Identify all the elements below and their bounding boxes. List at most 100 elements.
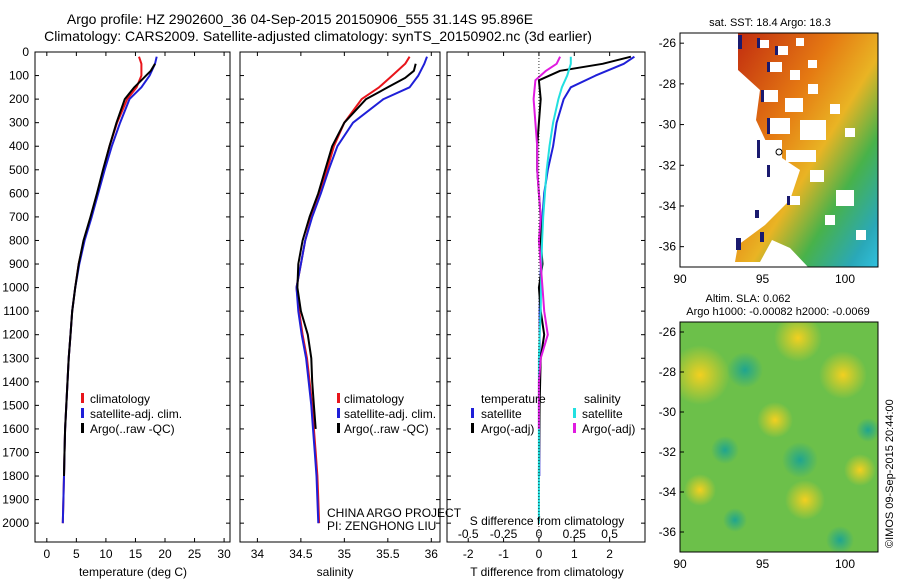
salinity-panel-frame — [239, 51, 441, 543]
s-diff-tick-label: 0.5 — [601, 527, 618, 541]
depth-tick-label: 700 — [9, 210, 29, 224]
sla-map-subtitle: Argo h1000: -0.00082 h2000: -0.0069 — [686, 306, 869, 318]
x-tick-label: 15 — [129, 547, 143, 561]
legend-label-satellite: satellite-adj. clim. — [90, 407, 182, 421]
legend-label-satellite: satellite-adj. clim. — [344, 407, 436, 421]
legend-swatch-temp-satellite — [471, 408, 474, 418]
legend-swatch-sal-satellite — [573, 408, 576, 418]
depth-tick-label: 800 — [9, 233, 29, 247]
map-y-tick-label: -32 — [659, 158, 677, 172]
argo-position-marker — [775, 148, 783, 156]
map-y-tick-label: -30 — [659, 405, 677, 419]
figure-title-line2: Climatology: CARS2009. Satellite-adjuste… — [44, 28, 592, 44]
depth-tick-label: 1200 — [2, 328, 29, 342]
legend-swatch-climatology — [81, 393, 84, 403]
legend-label-sal-satellite: satellite — [582, 407, 623, 421]
s-diff-tick-label: 0 — [536, 527, 543, 541]
x-tick-label: -2 — [463, 547, 474, 561]
x-tick-label: 10 — [99, 547, 113, 561]
salinity-profile-lines — [295, 56, 428, 524]
s-diff-tick-label: -0.25 — [490, 527, 518, 541]
map-y-tick-label: -32 — [659, 445, 677, 459]
x-axis-ticks: 0 5 10 15 20 25 30 34 34.5 35 35.5 36 -2 -1 0 1 2 -0.5 -0.… — [43, 52, 618, 561]
imos-credit: ©IMOS 09-Sep-2015 20:44:00 — [884, 399, 896, 548]
legend-label-temp-argo: Argo(-adj) — [481, 422, 534, 436]
series-line-argo-raw-qc-1-2 — [296, 63, 417, 429]
series-line-argo-adj-2-3 — [532, 56, 561, 429]
depth-tick-label: 200 — [9, 92, 29, 106]
salinity-legend: climatology satellite-adj. clim. Argo(..… — [337, 392, 436, 436]
map-y-tick-label: -34 — [659, 199, 677, 213]
depth-tick-label: 2000 — [2, 516, 29, 530]
difference-panel-frame — [446, 51, 646, 543]
difference-axis-label-bottom: T difference from climatology — [470, 565, 624, 579]
map-x-tick-label: 100 — [835, 557, 855, 571]
depth-tick-label: 500 — [9, 163, 29, 177]
legend-label-temp-satellite: satellite — [481, 407, 522, 421]
map-y-tick-label: -34 — [659, 485, 677, 499]
map-x-tick-label: 95 — [756, 557, 770, 571]
x-tick-label: 5 — [73, 547, 80, 561]
x-tick-label: 36 — [425, 547, 439, 561]
s-diff-tick-label: -0.5 — [458, 527, 479, 541]
series-line-argo-raw-qc-0-2 — [63, 63, 156, 477]
x-tick-label: 35 — [338, 547, 352, 561]
map-x-tick-label: 95 — [756, 272, 770, 286]
legend-header-temperature: temperature — [481, 392, 546, 406]
x-tick-label: 25 — [188, 547, 202, 561]
project-name: CHINA ARGO PROJECT — [327, 506, 462, 520]
legend-swatch-argo — [81, 423, 84, 433]
depth-tick-label: 1900 — [2, 493, 29, 507]
map-x-tick-label: 90 — [673, 557, 687, 571]
series-line-satellite-adj-clim-1-1 — [295, 56, 428, 524]
x-tick-label: 35.5 — [376, 547, 400, 561]
difference-legend: temperature salinity satellite Argo(-adj… — [471, 392, 635, 436]
map-x-tick-label: 100 — [835, 272, 855, 286]
depth-tick-label: 300 — [9, 116, 29, 130]
series-line-satellite-adj-clim-0-1 — [61, 56, 158, 524]
x-tick-label: 34.5 — [289, 547, 313, 561]
map-y-tick-label: -36 — [659, 240, 677, 254]
difference-profile-lines — [532, 55, 635, 524]
legend-label-sal-argo: Argo(-adj) — [582, 422, 635, 436]
s-diff-tick-label: 0.25 — [563, 527, 587, 541]
legend-header-salinity: salinity — [584, 392, 621, 406]
sla-map — [680, 322, 878, 552]
map-axis-ticks: 90 95 100 -26 -28 -30 -32 -34 -36 90 95 100 -26 -28 -3… — [659, 36, 856, 571]
depth-tick-label: 400 — [9, 139, 29, 153]
temperature-profile-lines — [61, 56, 158, 524]
legend-swatch-temp-argo — [471, 423, 474, 433]
sst-map — [680, 33, 878, 267]
legend-label-argo: Argo(..raw -QC) — [90, 422, 175, 436]
map-y-tick-label: -26 — [659, 36, 677, 50]
legend-swatch-climatology — [337, 393, 340, 403]
depth-tick-label: 100 — [9, 69, 29, 83]
depth-tick-label: 1700 — [2, 445, 29, 459]
depth-tick-label: 1800 — [2, 469, 29, 483]
map-y-tick-label: -28 — [659, 77, 677, 91]
temperature-legend: climatology satellite-adj. clim. Argo(..… — [81, 392, 182, 436]
depth-tick-label: 600 — [9, 186, 29, 200]
x-tick-label: 1 — [571, 547, 578, 561]
legend-label-climatology: climatology — [90, 392, 150, 406]
depth-tick-label: 1300 — [2, 351, 29, 365]
map-y-tick-label: -36 — [659, 525, 677, 539]
depth-tick-label: 1600 — [2, 422, 29, 436]
x-tick-label: 34 — [251, 547, 265, 561]
map-y-tick-label: -26 — [659, 325, 677, 339]
depth-axis: 0 100 200 300 400 500 600 700 800 900 1000 1100 1200… — [2, 45, 645, 530]
difference-axis-label-top: S difference from climatology — [470, 514, 625, 528]
x-tick-label: 0 — [536, 547, 543, 561]
legend-swatch-sal-argo — [573, 423, 576, 433]
x-tick-label: 2 — [606, 547, 613, 561]
project-pi: PI: ZENGHONG LIU — [327, 519, 436, 533]
legend-label-climatology: climatology — [344, 392, 404, 406]
salinity-axis-label: salinity — [317, 565, 354, 579]
legend-label-argo: Argo(..raw -QC) — [344, 422, 429, 436]
x-tick-label: -1 — [498, 547, 509, 561]
depth-tick-label: 1500 — [2, 398, 29, 412]
temperature-axis-label: temperature (deg C) — [79, 565, 187, 579]
sst-map-frame — [679, 32, 879, 268]
series-line-climatology-1-0 — [295, 56, 411, 524]
